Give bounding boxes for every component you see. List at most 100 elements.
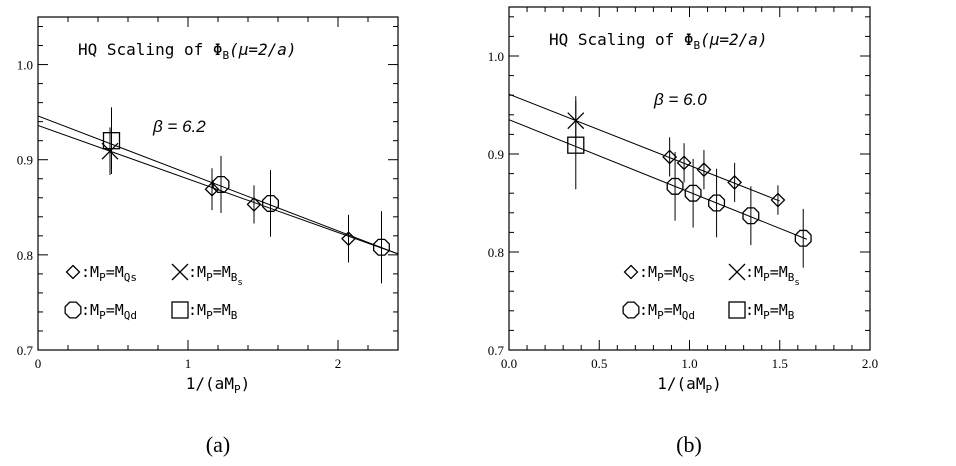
legend-text: =M: [664, 301, 682, 319]
fit-lines: [509, 93, 808, 240]
legend-text: M: [754, 301, 763, 319]
legend-subscript: P: [657, 271, 664, 284]
data-point-diamond: [727, 175, 743, 190]
legend-item-diamond: :MP=MQs: [65, 263, 137, 284]
legend-text: M: [648, 263, 657, 281]
legend-item-diamond: :MP=MQs: [623, 263, 695, 284]
y-tick-label: 0.9: [17, 153, 33, 168]
beta-annotation: β = 6.2: [152, 117, 206, 136]
data-point-square: [102, 132, 121, 150]
legend-item-octagon: :MP=MQd: [64, 301, 137, 322]
legend-subscript: Qs: [682, 271, 695, 284]
legend-diamond-icon: [65, 264, 81, 280]
legend-subscript: P: [99, 271, 106, 284]
legend-cross-icon: [728, 263, 746, 281]
legend-subscript: P: [763, 271, 770, 284]
x-tick-label: 2: [335, 356, 342, 371]
x-tick-label: 1.5: [772, 356, 788, 371]
y-tick-label: 1.0: [17, 58, 33, 73]
legend-text: M: [197, 263, 206, 281]
legend-text: =M: [213, 301, 231, 319]
data-point-diamond: [676, 155, 692, 171]
data-point-octagon: [794, 229, 812, 247]
figure-label-a: (a): [206, 432, 230, 457]
chart-a: 0.7 0.8 0.9 1.0 0 1 2 1/(aMP) HQ Scaling of ΦB(μ…: [17, 16, 399, 396]
legend-label: :MP=MQd: [639, 301, 695, 322]
legend-text: M: [90, 263, 99, 281]
x-axis-label: 1/(aMP): [186, 374, 250, 396]
legend-text: =M: [106, 263, 124, 281]
legend-text: M: [754, 263, 763, 281]
x-axis-label: 1/(aMP): [657, 374, 721, 396]
legend-text: M: [648, 301, 657, 319]
figure-label-b: (b): [676, 432, 702, 457]
data-point-cross: [101, 142, 119, 160]
chart-title: HQ Scaling of ΦB(μ=2/a): [78, 40, 297, 62]
legend-colon: :: [745, 263, 754, 281]
data-point-octagon: [261, 194, 280, 212]
legend-text: =M: [770, 301, 788, 319]
legend-subscript: B: [231, 271, 238, 284]
legend-subscript: P: [99, 309, 106, 322]
legend-item-cross: :MP=MBs: [171, 263, 243, 288]
data-point-octagon: [372, 238, 391, 256]
data-point-diamond: [204, 181, 220, 197]
x-tick-label: 0.5: [591, 356, 607, 371]
beta-annotation: β = 6.0: [653, 90, 707, 109]
data-point-square: [567, 136, 585, 154]
legend-item-cross: :MP=MBs: [728, 263, 800, 288]
data-point-octagon: [212, 175, 230, 193]
data-point-octagon: [708, 194, 726, 212]
legend-subscript: s: [237, 278, 242, 288]
legend-subscript: Qs: [124, 271, 137, 284]
legend-colon: :: [639, 263, 648, 281]
legend-subscript: s: [794, 278, 799, 288]
legend-text: =M: [213, 263, 231, 281]
legend-label: :MP=MB: [188, 301, 238, 322]
legend-subscript: B: [788, 309, 795, 322]
legend-text: =M: [770, 263, 788, 281]
legend-cross-icon: [171, 263, 189, 281]
legend-subscript: P: [657, 309, 664, 322]
y-tick-label: 1.0: [488, 49, 504, 64]
legend-text: M: [197, 301, 206, 319]
x-tick-label: 0: [35, 356, 42, 371]
legend-diamond-icon: [623, 264, 639, 280]
y-tick-label: 0.7: [17, 343, 34, 358]
legend-label: :MP=MB: [745, 301, 795, 322]
legend-octagon-icon: [622, 301, 640, 319]
legend-text: M: [90, 301, 99, 319]
legend-label: :MP=MBs: [745, 263, 800, 288]
legend-colon: :: [745, 301, 754, 319]
legend-label: :MP=MQd: [81, 301, 137, 322]
x-tick-label: 1.0: [681, 356, 697, 371]
chart-title: HQ Scaling of ΦB(μ=2/a): [549, 30, 768, 52]
plot-frame: [508, 6, 871, 351]
legend-subscript: Qd: [124, 309, 137, 322]
legend-subscript: B: [231, 309, 238, 322]
legend-subscript: Qd: [682, 309, 695, 322]
legend-label: :MP=MQs: [639, 263, 695, 284]
legend-colon: :: [188, 301, 197, 319]
legend-subscript: P: [206, 271, 213, 284]
legend-colon: :: [188, 263, 197, 281]
legend-label: :MP=MQs: [81, 263, 137, 284]
chart-b: 0.7 0.8 0.9 1.0 0.0 0.5 1.0 1.5 2.0 1/(aMP) HQ Sca…: [488, 6, 878, 396]
x-tick-label: 2.0: [862, 356, 878, 371]
legend-subscript: B: [788, 271, 795, 284]
data-point-diamond: [246, 197, 262, 212]
legend-subscript: P: [763, 309, 770, 322]
fit-lines: [38, 115, 398, 255]
y-tick-label: 0.8: [488, 245, 504, 260]
legend-square-icon: [728, 301, 746, 319]
fit-line: [38, 115, 398, 255]
legend-colon: :: [81, 263, 90, 281]
data-point-octagon: [742, 207, 760, 225]
legend-text: =M: [106, 301, 124, 319]
legend-item-octagon: :MP=MQd: [622, 301, 695, 322]
legend-square-icon: [171, 301, 189, 319]
legend-colon: :: [81, 301, 90, 319]
data-point-diamond: [770, 192, 786, 208]
legend-colon: :: [639, 301, 648, 319]
